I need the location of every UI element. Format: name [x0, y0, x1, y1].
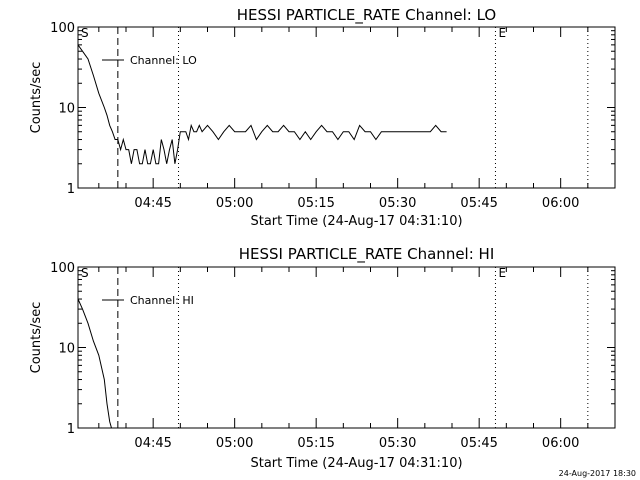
x-tick-label: 05:45: [460, 436, 497, 451]
y-axis-label: Counts/sec: [29, 62, 44, 134]
x-tick-label: 04:45: [134, 436, 171, 451]
x-axis-label: Start Time (24-Aug-17 04:31:10): [250, 214, 462, 229]
x-tick-label: 05:15: [297, 196, 334, 211]
series-line: [78, 298, 112, 428]
legend-entry: Channel: LO: [130, 54, 197, 67]
panel-hi: HESSI PARTICLE_RATE Channel: HI 1 10 100 04:…: [29, 245, 616, 471]
x-tick-label: 04:45: [134, 196, 171, 211]
plot-frame: [77, 266, 616, 429]
y-tick-label: 10: [58, 342, 75, 357]
x-tick-label: 06:00: [542, 196, 579, 211]
y-tick-label: 1: [67, 182, 75, 197]
x-tick-label: 05:00: [216, 436, 253, 451]
marker-label: S: [81, 266, 89, 280]
y-tick-label: 1: [67, 422, 75, 437]
x-tick-label: 05:15: [297, 436, 334, 451]
chart-title: HESSI PARTICLE_RATE Channel: LO: [237, 6, 496, 25]
chart-title: HESSI PARTICLE_RATE Channel: HI: [239, 245, 495, 264]
x-tick-label: 05:30: [379, 436, 416, 451]
plot-timestamp: 24-Aug-2017 18:30: [559, 469, 636, 478]
y-tick-label: 10: [58, 102, 75, 117]
y-tick-label: 100: [50, 261, 75, 276]
y-tick-label: 100: [50, 21, 75, 36]
x-tick-label: 06:00: [542, 436, 579, 451]
x-tick-label: 05:00: [216, 196, 253, 211]
series-line: [78, 44, 447, 165]
legend-entry: Channel: HI: [130, 294, 194, 307]
marker-label: E: [498, 266, 506, 280]
panel-lo: HESSI PARTICLE_RATE Channel: LO 1 10 100 04:…: [29, 6, 616, 229]
marker-label: S: [81, 26, 89, 40]
x-axis-label: Start Time (24-Aug-17 04:31:10): [250, 456, 462, 471]
marker-label: E: [498, 26, 506, 40]
x-tick-label: 05:30: [379, 196, 416, 211]
y-axis-label: Counts/sec: [29, 302, 44, 374]
x-tick-label: 05:45: [460, 196, 497, 211]
